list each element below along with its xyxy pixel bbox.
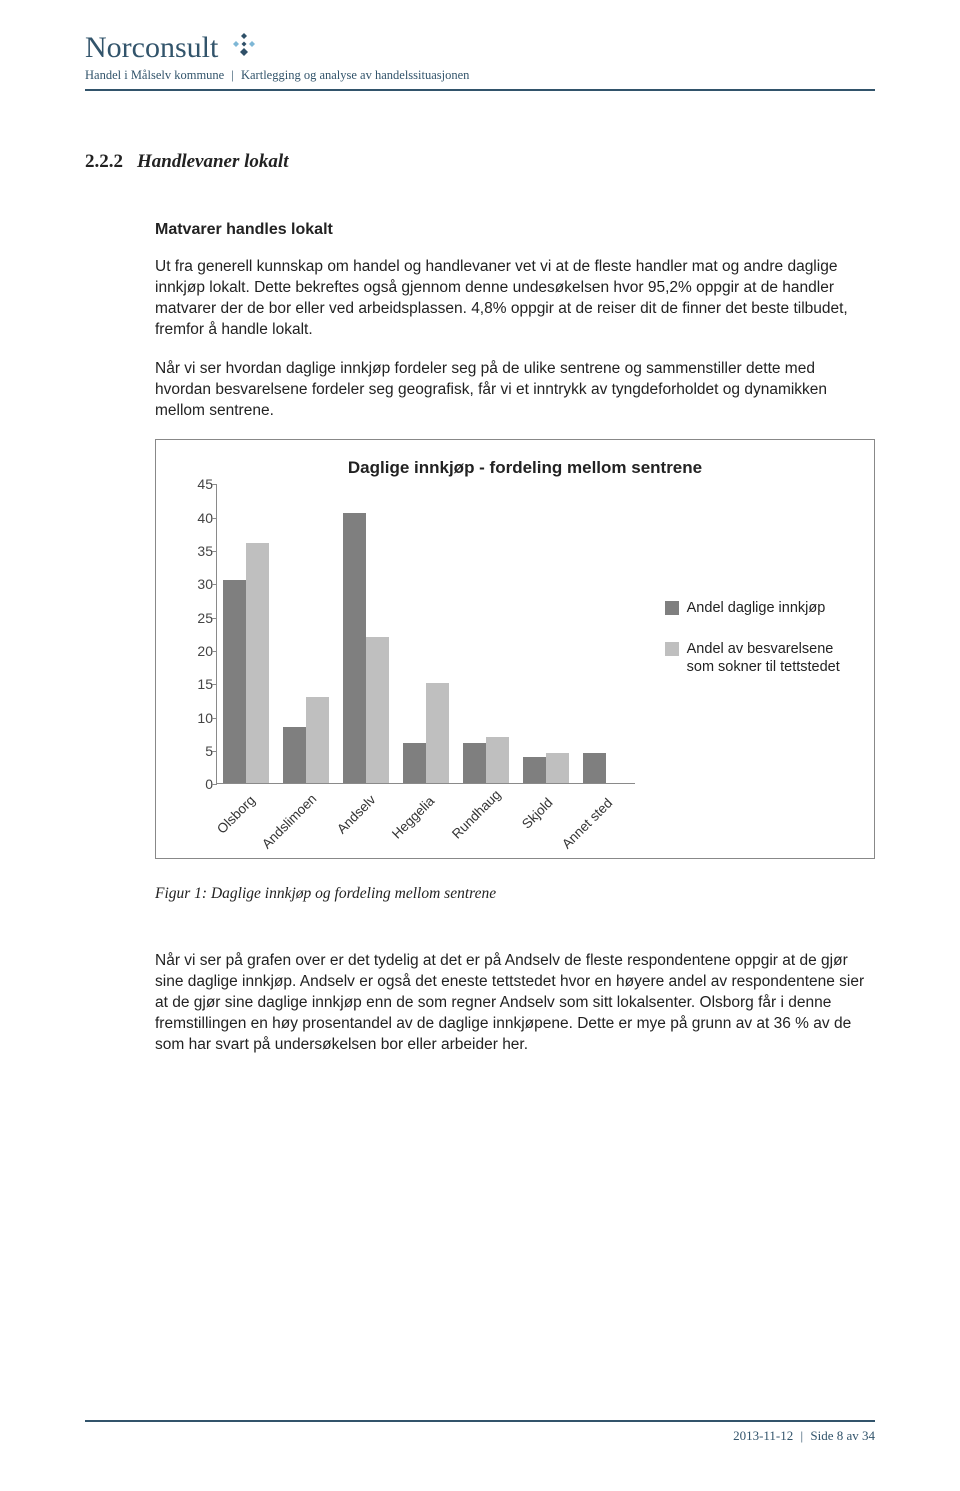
chart-container: Daglige innkjøp - fordeling mellom sentr… <box>155 439 875 859</box>
y-axis-tick: 5 <box>187 743 213 759</box>
page-footer: 2013-11-12 | Side 8 av 34 <box>733 1428 875 1444</box>
chart-bar <box>306 697 329 784</box>
x-axis-label: Skjold <box>519 795 556 832</box>
breadcrumb-right: Kartlegging og analyse av handelssituasj… <box>241 68 469 82</box>
chart-legend: Andel daglige innkjøp Andel av besvarelse… <box>665 599 864 697</box>
subsection-title: Matvarer handles lokalt <box>155 221 875 239</box>
chart-bar <box>283 727 306 784</box>
bar-group <box>583 753 629 783</box>
chart-bar <box>403 743 426 783</box>
brand-logo: Norconsult <box>85 30 469 66</box>
brand-name: Norconsult <box>85 31 218 65</box>
x-axis-label: Rundhaug <box>449 787 504 842</box>
chart-bar <box>343 513 366 783</box>
y-axis-tick: 15 <box>187 676 213 692</box>
breadcrumb-separator: | <box>231 68 234 82</box>
footer-page: Side 8 av 34 <box>810 1428 875 1443</box>
legend-item: Andel av besvarelsene som sokner til tet… <box>665 640 864 676</box>
legend-swatch <box>665 601 679 615</box>
breadcrumb-left: Handel i Målselv kommune <box>85 68 224 82</box>
chart-bar <box>223 580 246 783</box>
bar-group <box>523 753 569 783</box>
bar-group <box>343 513 389 783</box>
header-rule <box>85 89 875 91</box>
legend-label: Andel daglige innkjøp <box>687 599 826 617</box>
paragraph-3: Når vi ser på grafen over er det tydelig… <box>155 951 875 1056</box>
footer-rule <box>85 1420 875 1422</box>
x-axis-label: Annet sted <box>559 796 615 852</box>
x-axis-label: Olsborg <box>214 793 258 837</box>
section-title: Handlevaner lokalt <box>137 151 288 172</box>
chart-plot-area: 051015202530354045OlsborgAndslimoenAndse… <box>216 484 635 784</box>
chart-bar <box>583 753 606 783</box>
bar-group <box>403 683 449 783</box>
breadcrumb: Handel i Målselv kommune | Kartlegging o… <box>85 68 469 83</box>
y-axis-tick: 25 <box>187 610 213 626</box>
footer-date: 2013-11-12 <box>733 1428 793 1443</box>
paragraph-1: Ut fra generell kunnskap om handel og ha… <box>155 257 875 341</box>
x-axis-label: Heggelia <box>389 793 437 841</box>
chart-bar <box>486 737 509 784</box>
y-axis-tick: 10 <box>187 710 213 726</box>
section-number: 2.2.2 <box>85 151 123 172</box>
figure-caption: Figur 1: Daglige innkjøp og fordeling me… <box>155 885 875 903</box>
legend-swatch <box>665 642 679 656</box>
chart-bar <box>426 683 449 783</box>
y-axis-tick: 0 <box>187 776 213 792</box>
y-axis-tick: 20 <box>187 643 213 659</box>
bar-group <box>283 697 329 784</box>
section-heading: 2.2.2 Handlevaner lokalt <box>85 151 875 173</box>
y-axis-tick: 35 <box>187 543 213 559</box>
chart-bar <box>523 757 546 784</box>
chart-bar <box>366 637 389 784</box>
legend-item: Andel daglige innkjøp <box>665 599 864 617</box>
diamond-cluster-icon <box>226 30 262 66</box>
bar-group <box>463 737 509 784</box>
page-header: Norconsult Handel i Målselv kommune | Ka… <box>85 30 875 83</box>
y-axis-tick: 30 <box>187 576 213 592</box>
legend-label: Andel av besvarelsene som sokner til tet… <box>687 640 864 676</box>
bar-group <box>223 543 269 783</box>
y-axis-tick: 40 <box>187 510 213 526</box>
footer-separator: | <box>801 1428 804 1443</box>
chart-bar <box>546 753 569 783</box>
chart-bar <box>246 543 269 783</box>
chart-title: Daglige innkjøp - fordeling mellom sentr… <box>186 458 864 478</box>
x-axis-label: Andslimoen <box>259 791 319 851</box>
chart-bar <box>463 743 486 783</box>
y-axis-tick: 45 <box>187 476 213 492</box>
paragraph-2: Når vi ser hvordan daglige innkjøp forde… <box>155 359 875 422</box>
x-axis-label: Andselv <box>334 792 379 837</box>
